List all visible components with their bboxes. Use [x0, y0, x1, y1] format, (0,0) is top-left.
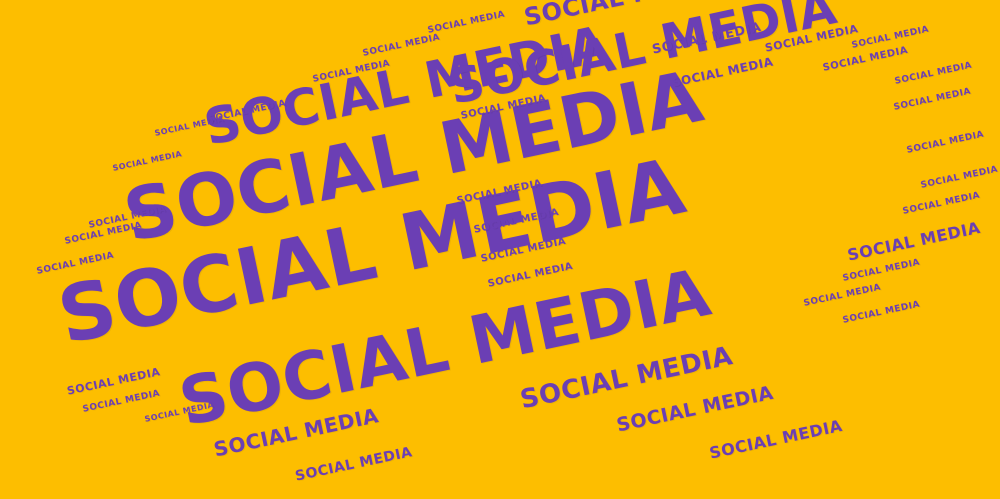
- word-cloud-word: SOCIAL MEDIA: [845, 217, 983, 265]
- word-cloud-word: SOCIAL MEDIA: [614, 381, 776, 437]
- word-cloud-word: SOCIAL MEDIA: [901, 190, 981, 217]
- word-cloud-word: SOCIAL MEDIA: [293, 444, 414, 485]
- word-cloud-word: SOCIAL MEDIA: [841, 299, 921, 326]
- word-cloud-word: SOCIAL MEDIA: [802, 282, 882, 309]
- word-cloud-word: SOCIAL MEDIA: [850, 24, 930, 51]
- word-cloud-word: SOCIAL MEDIA: [892, 86, 972, 113]
- word-cloud-word: SOCIAL MEDIA: [821, 44, 910, 74]
- word-cloud-word: SOCIAL MEDIA: [426, 9, 506, 36]
- word-cloud-word: SOCIAL MEDIA: [893, 60, 973, 87]
- word-cloud-word: SOCIAL MEDIA: [707, 415, 845, 463]
- word-cloud-word: SOCIAL MEDIA: [919, 164, 999, 191]
- word-cloud-word: SOCIAL MEDIA: [81, 388, 161, 415]
- word-cloud-word: SOCIAL MEDIA: [905, 129, 985, 156]
